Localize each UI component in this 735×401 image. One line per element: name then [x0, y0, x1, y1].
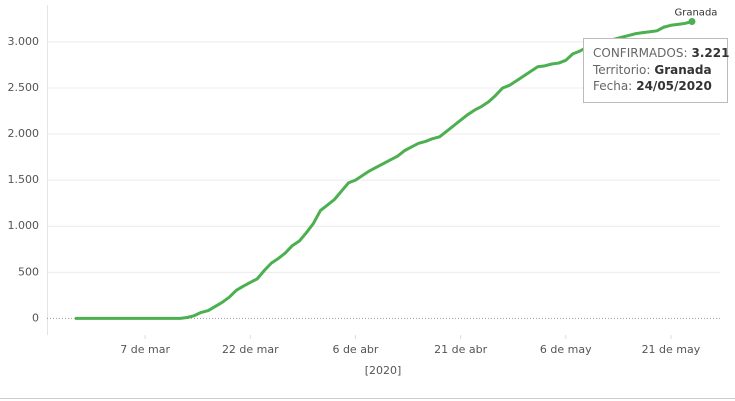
y-tick-label: 1.000 [8, 219, 40, 232]
tooltip-label: CONFIRMADOS: [593, 46, 688, 60]
x-axis-label: [2020] [365, 364, 402, 377]
series-label: Granada [674, 8, 717, 19]
tooltip-line: Fecha: 24/05/2020 [593, 79, 712, 93]
tooltip-line: Territorio: Granada [592, 63, 712, 77]
y-tick-label: 3.000 [8, 35, 40, 48]
x-tick-label: 21 de abr [434, 343, 487, 356]
y-tick-label: 500 [18, 265, 39, 278]
x-tick-label: 7 de mar [120, 343, 170, 356]
x-tick-label: 21 de may [642, 343, 701, 356]
tooltip-label: Fecha: [593, 79, 632, 93]
y-tick-label: 0 [32, 311, 39, 324]
tooltip-value: 24/05/2020 [636, 79, 712, 93]
y-tick-label: 2.000 [8, 127, 40, 140]
tooltip-line: CONFIRMADOS: 3.221 [593, 46, 729, 60]
tooltip: CONFIRMADOS: 3.221 Territorio: Granada Fecha… [583, 38, 729, 103]
x-tick-label: 22 de mar [222, 343, 279, 356]
tooltip-value: 3.221 [692, 46, 730, 60]
y-tick-label: 1.500 [8, 173, 40, 186]
x-tick-label: 6 de may [540, 343, 592, 356]
tooltip-box [583, 38, 728, 103]
x-tick-label: 6 de abr [332, 343, 378, 356]
tooltip-label: Territorio: [592, 63, 650, 77]
end-point [688, 18, 696, 25]
y-tick-label: 2.500 [8, 81, 40, 94]
tooltip-value: Granada [654, 63, 711, 77]
